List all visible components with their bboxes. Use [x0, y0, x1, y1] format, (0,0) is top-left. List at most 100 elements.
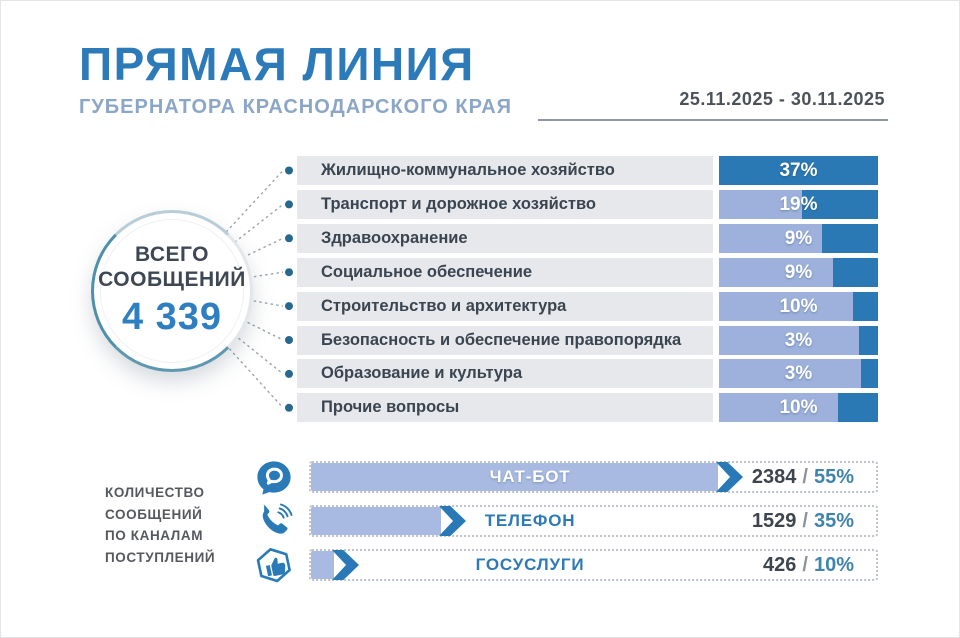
category-label: Безопасность и обеспечение правопорядка	[321, 331, 682, 349]
channel-chevron-icon	[439, 506, 466, 536]
connector-dashed-line	[247, 299, 284, 307]
channel-bar-fill	[311, 551, 334, 579]
category-row: Здравоохранение 9%	[297, 224, 878, 253]
category-bar-dark-segment	[822, 224, 878, 253]
channel-bar-fill	[311, 463, 718, 491]
header-divider-line	[538, 119, 888, 121]
phone-icon	[253, 501, 295, 543]
total-messages-value: 4 339	[121, 295, 223, 338]
channel-percent: 10%	[813, 554, 854, 576]
category-bar: 19%	[719, 190, 878, 219]
total-label-line2: СООБЩЕНИЙ	[98, 267, 246, 291]
category-row: Строительство и архитектура 10%	[297, 292, 878, 321]
channel-value: 2384/55%	[752, 463, 854, 491]
channel-count: 1529	[751, 510, 797, 532]
category-row: Прочие вопросы 10%	[297, 393, 878, 422]
channels-caption: КОЛИЧЕСТВО СООБЩЕНИЙ ПО КАНАЛАМ ПОСТУПЛЕ…	[105, 485, 216, 565]
date-range: 25.11.2025 - 30.11.2025	[679, 89, 885, 109]
channel-row: ЧАТ-БОТ 2384/55%	[257, 461, 878, 495]
category-percent-value: 37%	[779, 160, 818, 181]
category-bullet-dot	[285, 200, 293, 209]
category-bar-dark-segment	[861, 359, 878, 388]
slash-separator: /	[802, 466, 808, 488]
connector-dashed-line	[225, 344, 284, 409]
category-percent-value: 10%	[779, 397, 818, 418]
thumbs-up-icon	[253, 545, 295, 587]
category-bar: 10%	[719, 393, 878, 422]
category-label: Прочие вопросы	[321, 398, 460, 416]
connector-dashed-line	[233, 334, 284, 375]
category-label: Здравоохранение	[321, 229, 468, 247]
category-row: Жилищно-коммунальное хозяйство 37%	[297, 156, 878, 185]
category-bar-dark-segment	[719, 156, 878, 185]
category-label: Транспорт и дорожное хозяйство	[321, 195, 597, 213]
connector-dashed-line	[225, 170, 284, 233]
category-bar: 10%	[719, 292, 878, 321]
connector-dashed-line	[234, 203, 284, 243]
page-subtitle: ГУБЕРНАТОРА КРАСНОДАРСКОГО КРАЯ	[79, 96, 513, 118]
category-bullet-dot	[285, 234, 293, 243]
category-bullet-dot	[285, 302, 293, 311]
category-bar-dark-segment	[802, 190, 878, 219]
category-bullet-dot	[285, 336, 293, 344]
category-label-strip	[297, 224, 713, 253]
channels-chart: ЧАТ-БОТ 2384/55% ТЕЛЕФОН 1529/35% ГОСУСЛУГИ 4…	[256, 461, 878, 585]
category-bar: 9%	[719, 224, 878, 253]
page-title: ПРЯМАЯ ЛИНИЯ	[79, 38, 475, 90]
category-bullet-dot	[285, 403, 293, 412]
category-label-strip	[297, 393, 713, 422]
total-messages-badge: ВСЕГО СООБЩЕНИЙ 4 339	[91, 210, 253, 372]
chat-icon	[253, 457, 295, 499]
category-label: Социальное обеспечение	[321, 263, 533, 281]
category-bar: 3%	[719, 326, 878, 355]
category-label-strip	[297, 359, 713, 388]
connector-dashed-line	[248, 271, 284, 279]
category-bar-dark-segment	[838, 393, 878, 422]
category-label-strip	[297, 258, 713, 287]
connector-dashed-line	[242, 237, 284, 259]
category-bullet-dot	[285, 268, 293, 277]
category-bar: 37%	[719, 156, 878, 185]
category-bar-dark-segment	[833, 258, 878, 287]
category-label-strip	[297, 190, 713, 219]
category-bullet-dot	[285, 369, 293, 378]
slash-separator: /	[802, 554, 808, 576]
channel-label: ТЕЛЕФОН	[484, 511, 576, 530]
category-bar-dark-segment	[853, 292, 878, 321]
category-percent-value: 3%	[784, 330, 813, 351]
category-label: Образование и культура	[321, 364, 523, 382]
channel-percent: 35%	[813, 510, 854, 532]
category-percent-value: 9%	[784, 228, 813, 249]
category-row: Транспорт и дорожное хозяйство 19%	[297, 190, 878, 219]
category-bar-dark-segment	[859, 326, 878, 355]
category-percent-value: 3%	[784, 363, 813, 384]
channel-label: ГОСУСЛУГИ	[475, 555, 585, 574]
channel-label: ЧАТ-БОТ	[489, 467, 571, 486]
slash-separator: /	[802, 510, 808, 532]
channel-value: 1529/35%	[752, 507, 854, 535]
category-label-strip	[297, 292, 713, 321]
category-label-strip	[297, 156, 713, 185]
channel-chevron-icon	[716, 462, 743, 492]
category-label: Строительство и архитектура	[321, 297, 567, 315]
category-bullet-dot	[285, 166, 293, 175]
category-label-strip	[297, 326, 713, 355]
channel-percent: 55%	[813, 466, 854, 488]
channel-count: 2384	[751, 466, 797, 488]
category-bar: 9%	[719, 258, 878, 287]
category-row: Безопасность и обеспечение правопорядка 3…	[297, 326, 878, 355]
category-row: Социальное обеспечение 9%	[297, 258, 878, 287]
category-bar: 3%	[719, 359, 878, 388]
category-percent-value: 10%	[779, 296, 818, 317]
channel-count: 426	[763, 554, 797, 576]
channel-bar-fill	[311, 507, 441, 535]
category-percent-value: 9%	[784, 262, 813, 283]
channel-value: 426/10%	[763, 551, 854, 579]
category-row: Образование и культура 3%	[297, 359, 878, 388]
channel-row: ГОСУСЛУГИ 426/10%	[256, 547, 878, 583]
total-label-line1: ВСЕГО	[134, 243, 209, 267]
channel-row: ТЕЛЕФОН 1529/35%	[262, 503, 878, 537]
category-label: Жилищно-коммунальное хозяйство	[321, 161, 615, 179]
category-chart: Жилищно-коммунальное хозяйство 37% Транспо…	[297, 156, 878, 426]
